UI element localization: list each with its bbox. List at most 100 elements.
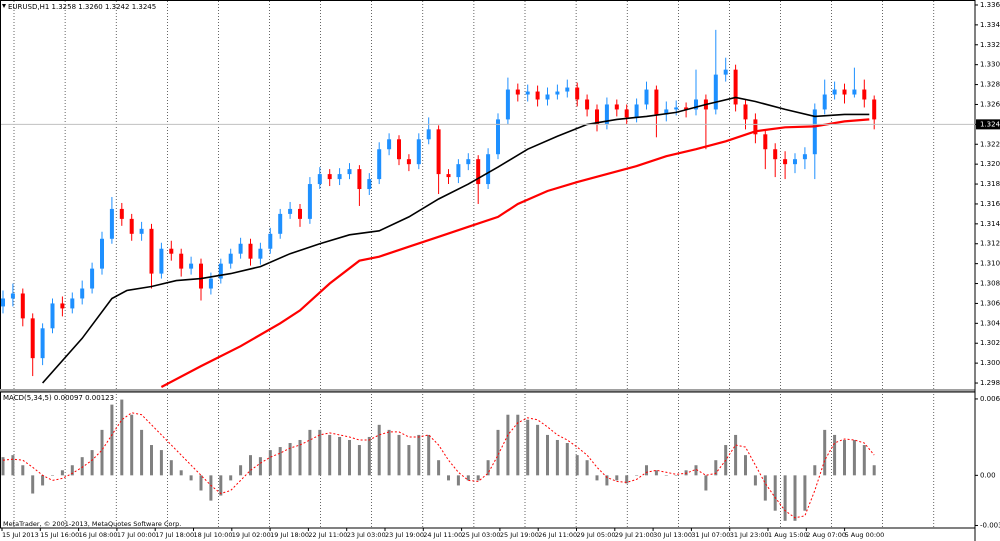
x-tick-label: 23 Jul 19:00	[385, 531, 424, 539]
macd-bar	[476, 475, 480, 481]
macd-bar	[249, 455, 252, 476]
macd-bar	[199, 475, 203, 491]
y-tick-label: 1.3185	[980, 180, 1000, 188]
y-tick-label: 1.3265	[980, 100, 1000, 108]
moving-average	[42, 96, 870, 384]
candle-body	[515, 89, 520, 95]
y-tick-label: 1.3025	[980, 339, 1000, 347]
macd-bar	[447, 475, 450, 481]
candle-body	[763, 134, 768, 150]
macd-bar	[90, 450, 94, 476]
candle-body	[822, 94, 827, 110]
macd-bar	[664, 475, 668, 476]
macd-bar	[654, 470, 658, 476]
time-grid	[13, 1, 935, 528]
candle-body	[100, 238, 104, 269]
candle-body	[575, 87, 580, 100]
x-tick-label: 5 Aug 00:00	[845, 531, 885, 539]
macd-bar	[150, 445, 153, 476]
macd-bar	[793, 475, 797, 521]
candle-body	[684, 107, 689, 110]
macd-bar	[595, 475, 599, 481]
macd-bar	[357, 445, 361, 476]
macd-bar	[397, 434, 401, 476]
macd-bar	[1, 457, 5, 476]
macd-bar	[21, 465, 25, 476]
x-tick-label: 25 Jul 19:00	[500, 531, 539, 539]
candle-body	[753, 119, 758, 135]
y-tick-label: 0.00605	[980, 395, 1000, 403]
candle-body	[486, 154, 491, 185]
y-tick-label: 1.3145	[980, 220, 1000, 228]
macd-bar	[219, 475, 223, 496]
y-tick-label: 1.3365	[980, 1, 1000, 9]
macd-bar	[51, 475, 54, 476]
macd-bar	[605, 475, 609, 486]
candle-body	[733, 69, 738, 105]
macd-bar	[377, 424, 381, 476]
macd-bar	[308, 429, 312, 476]
macd-bar	[585, 460, 589, 476]
macd-bar	[298, 439, 302, 476]
macd-bar	[516, 414, 520, 476]
macd-bar	[70, 465, 74, 476]
x-tick-label: 29 Jul 21:00	[615, 531, 654, 539]
x-tick-label: 2 Aug 07:00	[806, 531, 846, 539]
candle-body	[30, 318, 35, 359]
macd-bar	[536, 424, 540, 476]
macd-bar	[496, 429, 500, 476]
candle-body	[109, 208, 114, 239]
x-tick-label: 19 Jul 02:00	[232, 531, 271, 539]
macd-bar	[526, 419, 530, 476]
macd-bar	[348, 439, 351, 476]
y-tick-label: 0.00	[980, 471, 996, 479]
y-tick-label: 1.3285	[980, 81, 1000, 89]
title-arrow	[2, 4, 6, 8]
candle-body	[397, 139, 401, 160]
x-tick-label: 17 Jul 00:00	[117, 531, 156, 539]
candle-body	[644, 89, 649, 105]
candle-body	[119, 208, 124, 219]
macd-bar	[278, 447, 282, 476]
x-tick-label: 24 Jul 11:00	[423, 531, 462, 539]
macd-bar	[427, 434, 431, 476]
candle-body	[189, 263, 194, 269]
candle-body	[377, 149, 382, 180]
x-tick-label: 16 Jul 08:00	[79, 531, 118, 539]
macd-bar	[466, 475, 470, 481]
candle-body	[317, 174, 322, 185]
candle-body	[872, 99, 877, 120]
candle-body	[327, 174, 332, 180]
macd-bar	[239, 465, 243, 476]
macd-bar	[120, 399, 124, 476]
macd-bar	[694, 465, 698, 476]
x-tick-label: 30 Jul 13:00	[653, 531, 692, 539]
macd-bar	[734, 434, 738, 476]
candle-body	[545, 94, 550, 100]
candle-body	[199, 263, 203, 289]
macd-bar	[862, 445, 866, 476]
candle-body	[258, 248, 263, 259]
x-tick-label: 15 Jul 16:00	[40, 531, 79, 539]
candle-body	[307, 184, 312, 219]
candle-body	[476, 159, 481, 185]
macd-bar	[852, 439, 856, 476]
copyright: MetaTrader, © 2001-2013, MetaQuotes Soft…	[3, 520, 181, 528]
macd-bar	[140, 429, 144, 476]
macd-bar	[437, 460, 441, 476]
macd-bar	[288, 443, 292, 476]
candle-body	[585, 99, 590, 110]
candle-body	[713, 74, 718, 110]
x-tick-label: 31 Jul 23:00	[730, 531, 769, 539]
macd-bar	[744, 455, 747, 476]
candle-body	[248, 243, 253, 259]
macd-bar	[555, 439, 559, 476]
panel-separator	[0, 389, 975, 392]
candle-body	[70, 298, 75, 309]
candle-body	[337, 174, 342, 180]
y-tick-label: 1.3165	[980, 200, 1000, 208]
candle-body	[456, 164, 461, 178]
macd-bar	[387, 429, 391, 476]
candle-body	[773, 149, 778, 160]
macd-bar	[506, 414, 510, 476]
